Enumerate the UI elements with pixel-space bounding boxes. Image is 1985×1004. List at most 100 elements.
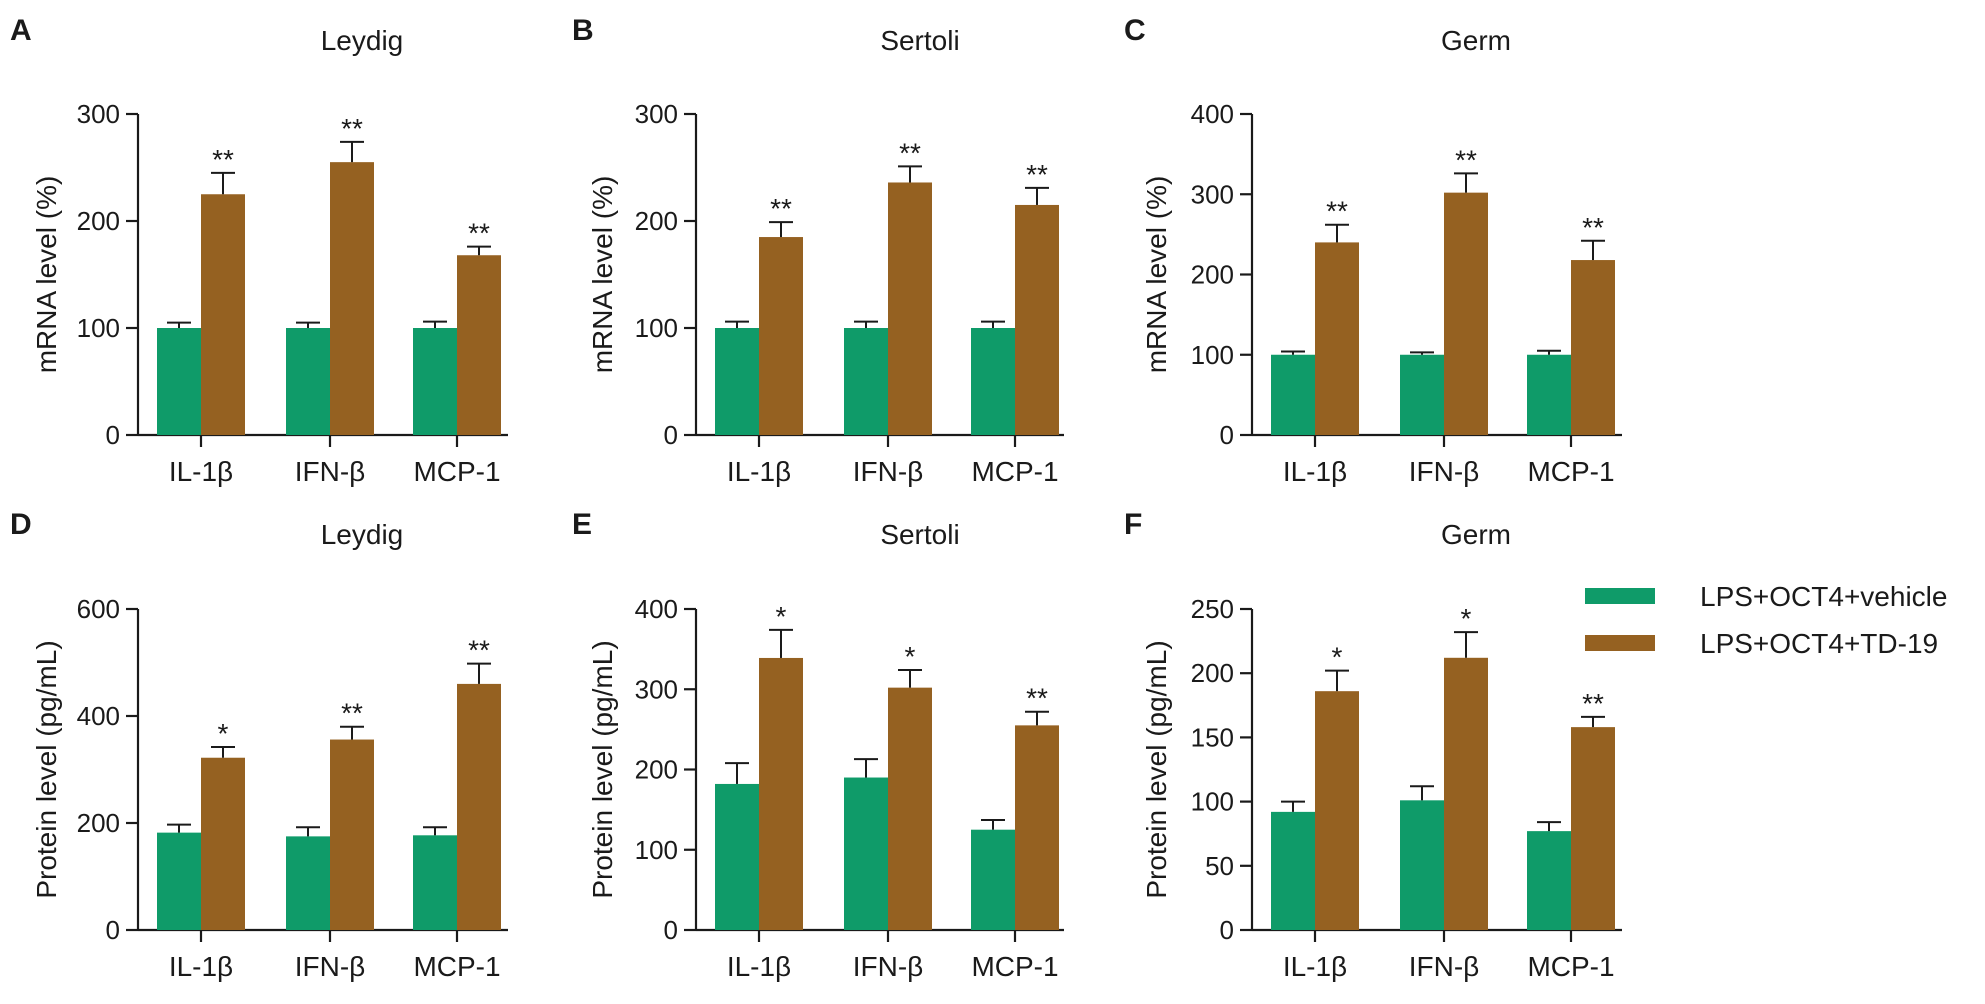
bar-vehicle xyxy=(715,783,759,930)
bar-vehicle xyxy=(286,836,330,930)
bar-td19 xyxy=(1444,192,1488,435)
y-tick-label: 300 xyxy=(1191,179,1234,209)
bar-vehicle xyxy=(844,777,888,930)
x-tick-label: IFN-β xyxy=(1409,951,1480,982)
bar-td19 xyxy=(1571,260,1615,435)
y-tick-label: 0 xyxy=(106,420,120,450)
y-tick-label: 250 xyxy=(1191,594,1234,624)
x-tick-label: IL-1β xyxy=(727,456,791,487)
y-tick-label: 200 xyxy=(1191,260,1234,290)
chart-title: Sertoli xyxy=(880,519,959,550)
bar-td19 xyxy=(1015,725,1059,930)
significance-label: ** xyxy=(468,635,490,666)
significance-label: ** xyxy=(1582,212,1604,243)
panel-letter: D xyxy=(10,508,32,541)
significance-label: ** xyxy=(899,137,921,168)
bar-td19 xyxy=(1571,727,1615,930)
bar-vehicle xyxy=(1400,800,1444,930)
y-axis-label: Protein level (pg/mL) xyxy=(1141,640,1172,898)
bar-td19 xyxy=(759,657,803,930)
x-tick-label: IL-1β xyxy=(169,456,233,487)
significance-label: * xyxy=(905,641,916,672)
bar-td19 xyxy=(330,162,374,435)
legend: LPS+OCT4+vehicle LPS+OCT4+TD-19 xyxy=(1585,581,1947,659)
chart-title: Germ xyxy=(1441,519,1511,550)
y-axis-label: Protein level (pg/mL) xyxy=(31,640,62,898)
y-tick-label: 0 xyxy=(1220,420,1234,450)
legend-label: LPS+OCT4+vehicle xyxy=(1700,581,1947,612)
y-axis-label: Protein level (pg/mL) xyxy=(587,640,618,898)
legend-swatch xyxy=(1585,588,1655,604)
y-tick-label: 400 xyxy=(1191,99,1234,129)
x-tick-label: IL-1β xyxy=(1283,456,1347,487)
y-tick-label: 400 xyxy=(635,594,678,624)
y-tick-label: 0 xyxy=(106,915,120,945)
bar-td19 xyxy=(1315,242,1359,435)
bar-vehicle xyxy=(1400,354,1444,435)
significance-label: * xyxy=(218,718,229,749)
y-tick-label: 200 xyxy=(77,206,120,236)
y-tick-label: 100 xyxy=(77,313,120,343)
panel-letter: F xyxy=(1124,508,1142,541)
y-axis-label: mRNA level (%) xyxy=(587,176,618,374)
y-tick-label: 300 xyxy=(77,99,120,129)
y-tick-label: 100 xyxy=(1191,787,1234,817)
panel-F: F Germ Protein level (pg/mL) 0 50 100 150 200 25… xyxy=(1124,508,1622,982)
panel-letter: A xyxy=(10,14,32,47)
y-tick-label: 400 xyxy=(77,701,120,731)
bar-vehicle xyxy=(157,328,201,435)
y-tick-label: 100 xyxy=(1191,340,1234,370)
significance-label: ** xyxy=(468,218,490,249)
bar-vehicle xyxy=(844,328,888,435)
y-tick-label: 100 xyxy=(635,835,678,865)
panel-letter: B xyxy=(572,14,594,47)
x-tick-label: IFN-β xyxy=(295,951,366,982)
bar-vehicle xyxy=(1527,354,1571,435)
significance-label: * xyxy=(1461,603,1472,634)
x-tick-label: IFN-β xyxy=(295,456,366,487)
bar-vehicle xyxy=(157,832,201,930)
bar-td19 xyxy=(201,757,245,930)
y-tick-label: 50 xyxy=(1205,851,1234,881)
significance-label: * xyxy=(776,601,787,632)
significance-label: ** xyxy=(1026,159,1048,190)
bar-vehicle xyxy=(715,328,759,435)
x-tick-label: IL-1β xyxy=(727,951,791,982)
x-tick-label: IFN-β xyxy=(1409,456,1480,487)
chart-title: Leydig xyxy=(321,519,404,550)
significance-label: ** xyxy=(770,193,792,224)
bar-td19 xyxy=(759,237,803,435)
x-tick-label: MCP-1 xyxy=(971,456,1058,487)
y-tick-label: 200 xyxy=(1191,658,1234,688)
significance-label: ** xyxy=(1026,683,1048,714)
bar-vehicle xyxy=(413,328,457,435)
bar-td19 xyxy=(888,687,932,930)
panel-C: C Germ mRNA level (%) 0 100 200 300 400 IL-1β ** I… xyxy=(1124,14,1622,487)
panel-D: D Leydig Protein level (pg/mL) 0 200 400 600 IL… xyxy=(10,508,508,982)
chart-title: Germ xyxy=(1441,25,1511,56)
y-tick-label: 150 xyxy=(1191,722,1234,752)
y-tick-label: 300 xyxy=(635,674,678,704)
y-tick-label: 100 xyxy=(635,313,678,343)
chart-title: Sertoli xyxy=(880,25,959,56)
x-tick-label: MCP-1 xyxy=(1527,456,1614,487)
significance-label: ** xyxy=(341,113,363,144)
bar-td19 xyxy=(1015,204,1059,435)
y-tick-label: 200 xyxy=(77,808,120,838)
bar-vehicle xyxy=(1271,354,1315,435)
y-tick-label: 200 xyxy=(635,206,678,236)
x-tick-label: MCP-1 xyxy=(413,951,500,982)
y-tick-label: 0 xyxy=(664,420,678,450)
bar-vehicle xyxy=(1271,811,1315,930)
bar-td19 xyxy=(888,182,932,435)
x-tick-label: IL-1β xyxy=(1283,951,1347,982)
significance-label: ** xyxy=(341,698,363,729)
bar-td19 xyxy=(457,255,501,435)
bar-td19 xyxy=(1444,657,1488,930)
bar-vehicle xyxy=(413,835,457,930)
y-axis-label: mRNA level (%) xyxy=(31,176,62,374)
bar-vehicle xyxy=(971,328,1015,435)
bar-td19 xyxy=(1315,691,1359,930)
legend-swatch xyxy=(1585,635,1655,651)
